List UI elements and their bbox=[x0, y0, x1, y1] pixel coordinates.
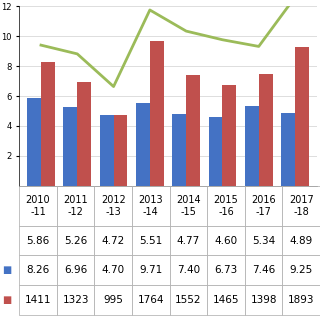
Text: ■: ■ bbox=[2, 295, 11, 305]
Bar bbox=[207, 226, 245, 255]
Bar bbox=[100, 115, 114, 186]
Bar bbox=[186, 75, 200, 186]
Bar bbox=[207, 255, 245, 285]
Text: 7.40: 7.40 bbox=[177, 265, 200, 275]
Text: 4.77: 4.77 bbox=[177, 236, 200, 246]
Bar bbox=[259, 74, 273, 186]
Bar bbox=[207, 285, 245, 315]
Bar bbox=[57, 186, 94, 226]
Bar bbox=[19, 285, 57, 315]
Bar bbox=[245, 186, 282, 226]
Text: 4.72: 4.72 bbox=[101, 236, 125, 246]
Text: 5.51: 5.51 bbox=[139, 236, 163, 246]
Text: ■: ■ bbox=[2, 265, 11, 275]
Bar bbox=[57, 285, 94, 315]
Bar bbox=[245, 285, 282, 315]
Text: 4.70: 4.70 bbox=[102, 265, 125, 275]
Bar bbox=[132, 186, 170, 226]
Text: 2016
-17: 2016 -17 bbox=[251, 195, 276, 217]
Bar bbox=[172, 114, 186, 186]
Text: 2013
-14: 2013 -14 bbox=[139, 195, 163, 217]
Bar bbox=[114, 116, 127, 186]
Text: 1323: 1323 bbox=[62, 295, 89, 305]
Text: 5.34: 5.34 bbox=[252, 236, 275, 246]
Bar bbox=[132, 255, 170, 285]
Bar bbox=[150, 41, 164, 186]
Bar bbox=[295, 47, 309, 186]
Bar bbox=[170, 186, 207, 226]
Text: 2014
-15: 2014 -15 bbox=[176, 195, 201, 217]
Bar bbox=[94, 285, 132, 315]
Text: 2017
-18: 2017 -18 bbox=[289, 195, 314, 217]
Text: 2015
-16: 2015 -16 bbox=[214, 195, 238, 217]
Bar bbox=[41, 62, 55, 186]
Bar bbox=[19, 186, 57, 226]
Text: 6.73: 6.73 bbox=[214, 265, 238, 275]
Bar bbox=[245, 106, 259, 186]
Bar bbox=[170, 226, 207, 255]
Bar bbox=[136, 103, 150, 186]
Bar bbox=[19, 226, 57, 255]
Text: 9.71: 9.71 bbox=[139, 265, 163, 275]
Text: 1764: 1764 bbox=[138, 295, 164, 305]
Bar bbox=[57, 226, 94, 255]
Bar bbox=[132, 285, 170, 315]
Text: 2011
-12: 2011 -12 bbox=[63, 195, 88, 217]
Text: 8.26: 8.26 bbox=[26, 265, 50, 275]
Text: 5.26: 5.26 bbox=[64, 236, 87, 246]
Bar bbox=[77, 82, 91, 186]
Text: 4.89: 4.89 bbox=[290, 236, 313, 246]
Bar bbox=[283, 186, 320, 226]
Text: 1411: 1411 bbox=[25, 295, 51, 305]
Bar bbox=[94, 255, 132, 285]
Bar bbox=[283, 255, 320, 285]
Text: 995: 995 bbox=[103, 295, 123, 305]
Text: 6.96: 6.96 bbox=[64, 265, 87, 275]
Bar bbox=[27, 98, 41, 186]
Bar bbox=[283, 226, 320, 255]
Bar bbox=[207, 186, 245, 226]
Bar bbox=[132, 226, 170, 255]
Text: 2010
-11: 2010 -11 bbox=[26, 195, 50, 217]
Bar bbox=[170, 285, 207, 315]
Text: 1465: 1465 bbox=[213, 295, 239, 305]
Bar bbox=[63, 107, 77, 186]
Bar bbox=[222, 85, 236, 186]
Bar bbox=[57, 255, 94, 285]
Bar bbox=[94, 186, 132, 226]
Text: 2012
-13: 2012 -13 bbox=[101, 195, 125, 217]
Bar bbox=[245, 226, 282, 255]
Text: 1398: 1398 bbox=[250, 295, 277, 305]
Bar bbox=[281, 113, 295, 186]
Bar bbox=[245, 255, 282, 285]
Text: 5.86: 5.86 bbox=[26, 236, 50, 246]
Text: 4.60: 4.60 bbox=[214, 236, 237, 246]
Text: 1552: 1552 bbox=[175, 295, 202, 305]
Bar bbox=[19, 255, 57, 285]
Bar bbox=[283, 285, 320, 315]
Text: 1893: 1893 bbox=[288, 295, 315, 305]
Bar bbox=[94, 226, 132, 255]
Bar bbox=[170, 255, 207, 285]
Text: 9.25: 9.25 bbox=[290, 265, 313, 275]
Bar bbox=[209, 117, 222, 186]
Text: 7.46: 7.46 bbox=[252, 265, 275, 275]
